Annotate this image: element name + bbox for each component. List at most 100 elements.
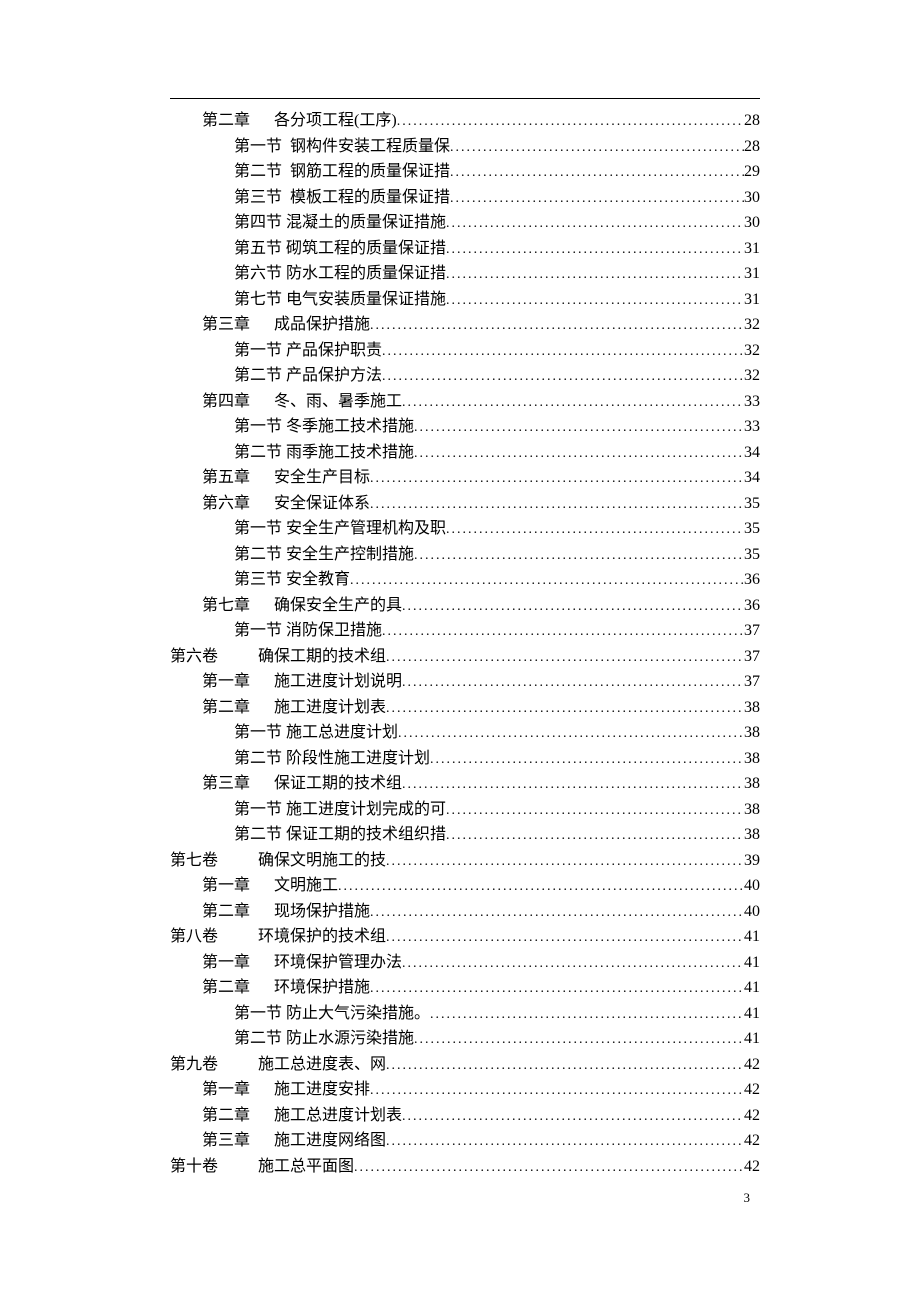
toc-leader-dots <box>386 926 744 951</box>
toc-page-number: 38 <box>744 772 760 797</box>
toc-leader-dots <box>354 1156 744 1181</box>
toc-page-number: 38 <box>744 747 760 772</box>
toc-page: 第二章各分项工程(工序)28第一节钢构件安装工程质量保28第二节钢筋工程的质量保… <box>170 98 760 1180</box>
toc-page-number: 37 <box>744 670 760 695</box>
toc-leader-dots <box>370 1079 744 1104</box>
toc-page-number: 42 <box>744 1053 760 1078</box>
toc-leader-dots <box>414 442 744 467</box>
toc-label: 第二节 <box>234 1027 282 1052</box>
toc-leader-dots <box>430 748 744 773</box>
toc-page-number: 36 <box>744 594 760 619</box>
toc-page-number: 33 <box>744 415 760 440</box>
toc-label: 第二章 <box>202 109 250 134</box>
toc-label: 第七卷 <box>170 849 218 874</box>
toc-label: 第一节 <box>234 721 282 746</box>
toc-title: 现场保护措施 <box>274 900 370 925</box>
toc-title: 混凝土的质量保证措施 <box>286 211 446 236</box>
toc-title: 钢构件安装工程质量保 <box>290 135 450 160</box>
toc-entry: 第二章环境保护措施41 <box>170 976 760 1002</box>
toc-entry: 第一节钢构件安装工程质量保28 <box>170 135 760 161</box>
toc-leader-dots <box>446 799 744 824</box>
toc-label: 第三章 <box>202 313 250 338</box>
toc-title: 环境保护管理办法 <box>274 951 402 976</box>
toc-label: 第七节 <box>234 288 282 313</box>
toc-leader-dots <box>338 875 744 900</box>
toc-leader-dots <box>414 544 744 569</box>
toc-entry: 第一节产品保护职责32 <box>170 339 760 365</box>
toc-title: 冬、雨、暑季施工 <box>274 390 402 415</box>
toc-entry: 第四章冬、雨、暑季施工33 <box>170 390 760 416</box>
toc-leader-dots <box>382 340 744 365</box>
toc-label: 第九卷 <box>170 1053 218 1078</box>
toc-page-number: 34 <box>744 441 760 466</box>
toc-label: 第一章 <box>202 670 250 695</box>
toc-title: 施工总进度计划表 <box>274 1104 402 1129</box>
toc-page-number: 42 <box>744 1129 760 1154</box>
toc-label: 第十卷 <box>170 1155 218 1180</box>
toc-label: 第一章 <box>202 874 250 899</box>
toc-entry: 第六节防水工程的质量保证措31 <box>170 262 760 288</box>
toc-entry: 第二节雨季施工技术措施34 <box>170 441 760 467</box>
toc-page-number: 31 <box>744 288 760 313</box>
toc-entry: 第三章施工进度网络图42 <box>170 1129 760 1155</box>
toc-leader-dots <box>382 365 744 390</box>
toc-title: 电气安装质量保证措施 <box>286 288 446 313</box>
toc-leader-dots <box>450 187 744 212</box>
toc-title: 安全生产目标 <box>274 466 370 491</box>
toc-leader-dots <box>402 1105 744 1130</box>
toc-label: 第一节 <box>234 517 282 542</box>
toc-title: 施工进度计划说明 <box>274 670 402 695</box>
toc-entry: 第三章保证工期的技术组38 <box>170 772 760 798</box>
page-number: 3 <box>744 1190 751 1206</box>
toc-label: 第一章 <box>202 1078 250 1103</box>
toc-title: 确保安全生产的具 <box>274 594 402 619</box>
toc-title: 安全生产管理机构及职 <box>286 517 446 542</box>
toc-page-number: 31 <box>744 237 760 262</box>
toc-page-number: 28 <box>744 109 760 134</box>
toc-page-number: 32 <box>744 313 760 338</box>
toc-page-number: 41 <box>744 1027 760 1052</box>
toc-entry: 第二章施工总进度计划表42 <box>170 1104 760 1130</box>
toc-page-number: 35 <box>744 543 760 568</box>
toc-entry: 第二节阶段性施工进度计划38 <box>170 747 760 773</box>
toc-page-number: 32 <box>744 364 760 389</box>
toc-title: 施工进度网络图 <box>274 1129 386 1154</box>
toc-label: 第四章 <box>202 390 250 415</box>
toc-page-number: 34 <box>744 466 760 491</box>
toc-title: 施工总进度表、网 <box>258 1053 386 1078</box>
toc-label: 第二章 <box>202 696 250 721</box>
toc-entry: 第一节施工进度计划完成的可38 <box>170 798 760 824</box>
toc-entry: 第六章安全保证体系35 <box>170 492 760 518</box>
toc-leader-dots <box>402 773 744 798</box>
toc-title: 环境保护措施 <box>274 976 370 1001</box>
toc-container: 第二章各分项工程(工序)28第一节钢构件安装工程质量保28第二节钢筋工程的质量保… <box>170 109 760 1180</box>
toc-entry: 第五节砌筑工程的质量保证措31 <box>170 237 760 263</box>
toc-leader-dots <box>370 977 744 1002</box>
toc-entry: 第十卷施工总平面图42 <box>170 1155 760 1181</box>
toc-leader-dots <box>430 1003 744 1028</box>
toc-label: 第一节 <box>234 619 282 644</box>
toc-label: 第六卷 <box>170 645 218 670</box>
toc-page-number: 41 <box>744 976 760 1001</box>
toc-leader-dots <box>446 212 744 237</box>
toc-label: 第七章 <box>202 594 250 619</box>
toc-leader-dots <box>402 595 744 620</box>
toc-page-number: 36 <box>744 568 760 593</box>
toc-label: 第六节 <box>234 262 282 287</box>
toc-title: 各分项工程(工序) <box>274 109 397 134</box>
toc-label: 第四节 <box>234 211 282 236</box>
toc-page-number: 40 <box>744 900 760 925</box>
toc-entry: 第二节保证工期的技术组织措38 <box>170 823 760 849</box>
toc-leader-dots <box>382 620 744 645</box>
toc-title: 产品保护职责 <box>286 339 382 364</box>
toc-label: 第二节 <box>234 364 282 389</box>
toc-leader-dots <box>370 493 744 518</box>
toc-leader-dots <box>402 952 744 977</box>
toc-entry: 第二节钢筋工程的质量保证措29 <box>170 160 760 186</box>
toc-leader-dots <box>386 697 744 722</box>
toc-label: 第一节 <box>234 1002 282 1027</box>
toc-label: 第一节 <box>234 415 282 440</box>
toc-entry: 第二章施工进度计划表38 <box>170 696 760 722</box>
toc-title: 成品保护措施 <box>274 313 370 338</box>
toc-label: 第二节 <box>234 823 282 848</box>
